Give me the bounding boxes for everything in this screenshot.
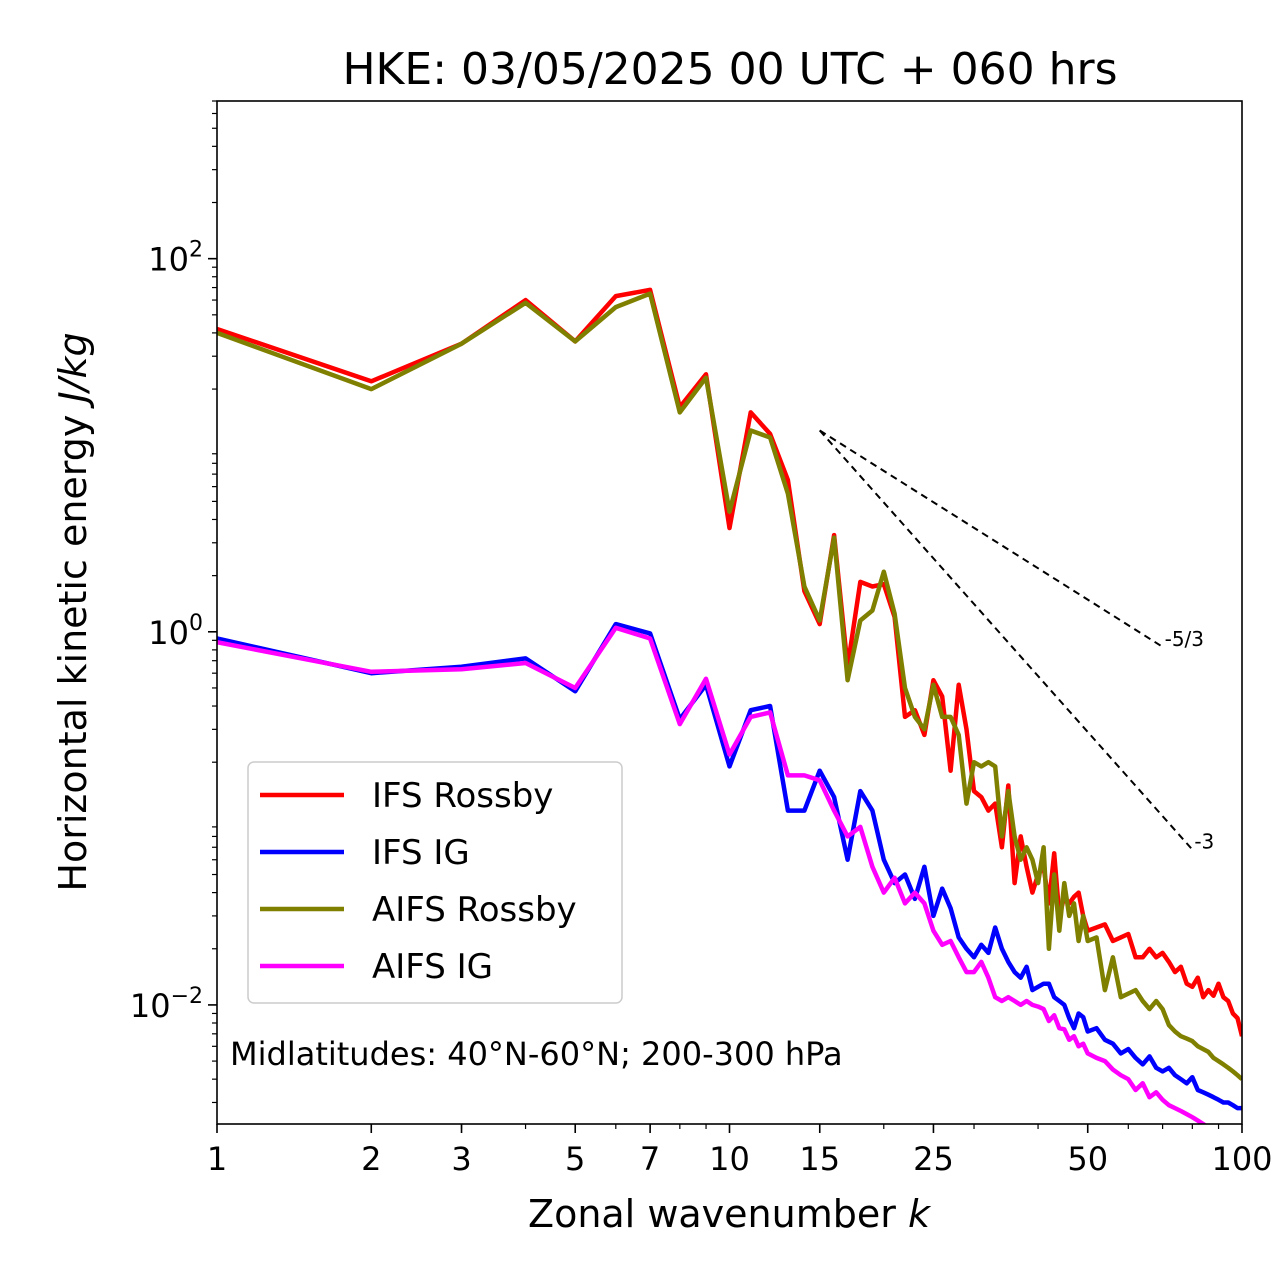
y-tick-label: 102 — [148, 238, 203, 279]
legend-box — [247, 761, 623, 1004]
x-tick-label: 2 — [361, 1140, 381, 1178]
chart-title: HKE: 03/05/2025 00 UTC + 060 hrs — [342, 44, 1117, 95]
x-tick-label: 3 — [451, 1140, 471, 1178]
plot-area-frame — [216, 100, 1243, 1125]
x-tick-label: 7 — [640, 1140, 660, 1178]
y-tick-label: 100 — [148, 611, 203, 652]
series-layer — [217, 287, 1242, 1124]
x-tick-label: 50 — [1067, 1140, 1108, 1178]
x-tick-label: 15 — [799, 1140, 840, 1178]
x-tick-label: 10 — [709, 1140, 750, 1178]
y-tick-labels: 102 100 10−2 — [130, 238, 203, 1025]
reference-line — [818, 429, 1194, 851]
y-axis-label: Horizontal kinetic energy J/kg — [51, 332, 95, 891]
reference-line — [819, 429, 1164, 648]
y-tick-label: 10−2 — [130, 984, 203, 1025]
x-axis-label: Zonal wavenumber k — [528, 1192, 932, 1236]
x-tick-labels: 1 2 3 5 7 10 15 25 50 100 — [207, 1140, 1273, 1178]
series-line-aifs-ig — [217, 625, 1208, 1124]
reference-line-label: -3 — [1194, 830, 1214, 854]
reference-line-label: -5/3 — [1165, 627, 1204, 651]
series-line-ifs-ig — [217, 621, 1242, 1111]
x-tick-label: 1 — [207, 1140, 227, 1178]
legend-label-aifs-rossby: AIFS Rossby — [372, 890, 577, 930]
series-line-aifs-rossby — [217, 291, 1242, 1081]
region-annotation: Midlatitudes: 40°N-60°N; 200-300 hPa — [230, 1035, 843, 1073]
x-tick-label: 100 — [1211, 1140, 1272, 1178]
x-tick-label: 5 — [565, 1140, 585, 1178]
x-tick-label: 25 — [913, 1140, 954, 1178]
reference-lines: -5/3 -3 — [818, 429, 1214, 854]
legend-label-aifs-ig: AIFS IG — [372, 947, 493, 987]
major-ticks — [208, 257, 1243, 1133]
legend: IFS Rossby IFS IG AIFS Rossby AIFS IG — [247, 761, 623, 1004]
legend-label-ifs-ig: IFS IG — [372, 833, 470, 873]
legend-label-ifs-rossby: IFS Rossby — [372, 776, 553, 816]
